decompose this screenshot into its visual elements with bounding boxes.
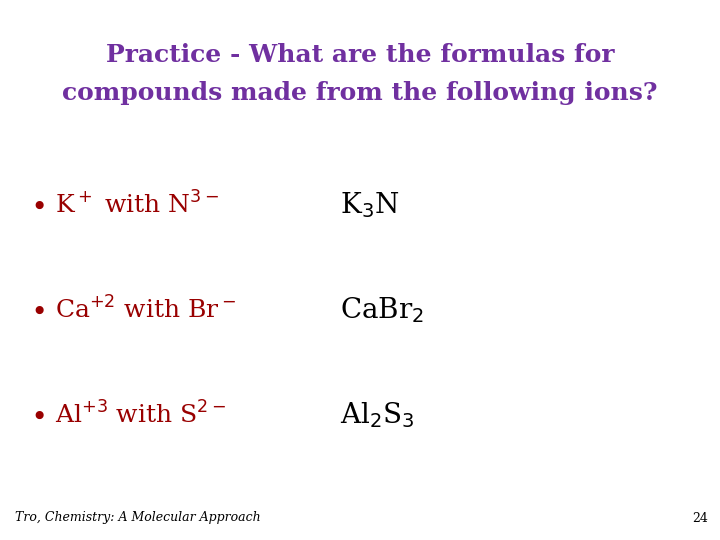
Text: $\bullet$: $\bullet$ [30, 192, 45, 219]
Text: $\mathregular{Al}^{+3}$ with $\mathregular{S}^{2-}$: $\mathregular{Al}^{+3}$ with $\mathregul… [55, 401, 226, 429]
Text: $\bullet$: $\bullet$ [30, 402, 45, 429]
Text: 24: 24 [692, 511, 708, 524]
Text: $\mathregular{Al}_2\mathregular{S}_3$: $\mathregular{Al}_2\mathregular{S}_3$ [340, 400, 415, 430]
Text: compounds made from the following ions?: compounds made from the following ions? [62, 81, 658, 105]
Text: $\mathregular{Ca}\mathregular{Br}_2$: $\mathregular{Ca}\mathregular{Br}_2$ [340, 295, 424, 325]
Text: $\bullet$: $\bullet$ [30, 296, 45, 323]
Text: Practice - What are the formulas for: Practice - What are the formulas for [106, 43, 614, 67]
Text: $\mathregular{K}^+$ with $\mathregular{N}^{3-}$: $\mathregular{K}^+$ with $\mathregular{N… [55, 191, 219, 219]
Text: Tro, Chemistry: A Molecular Approach: Tro, Chemistry: A Molecular Approach [15, 511, 261, 524]
Text: $\mathregular{Ca}^{+2}$ with $\mathregular{Br}^-$: $\mathregular{Ca}^{+2}$ with $\mathregul… [55, 296, 236, 323]
Text: $\mathregular{K}_3\mathregular{N}$: $\mathregular{K}_3\mathregular{N}$ [340, 190, 400, 220]
